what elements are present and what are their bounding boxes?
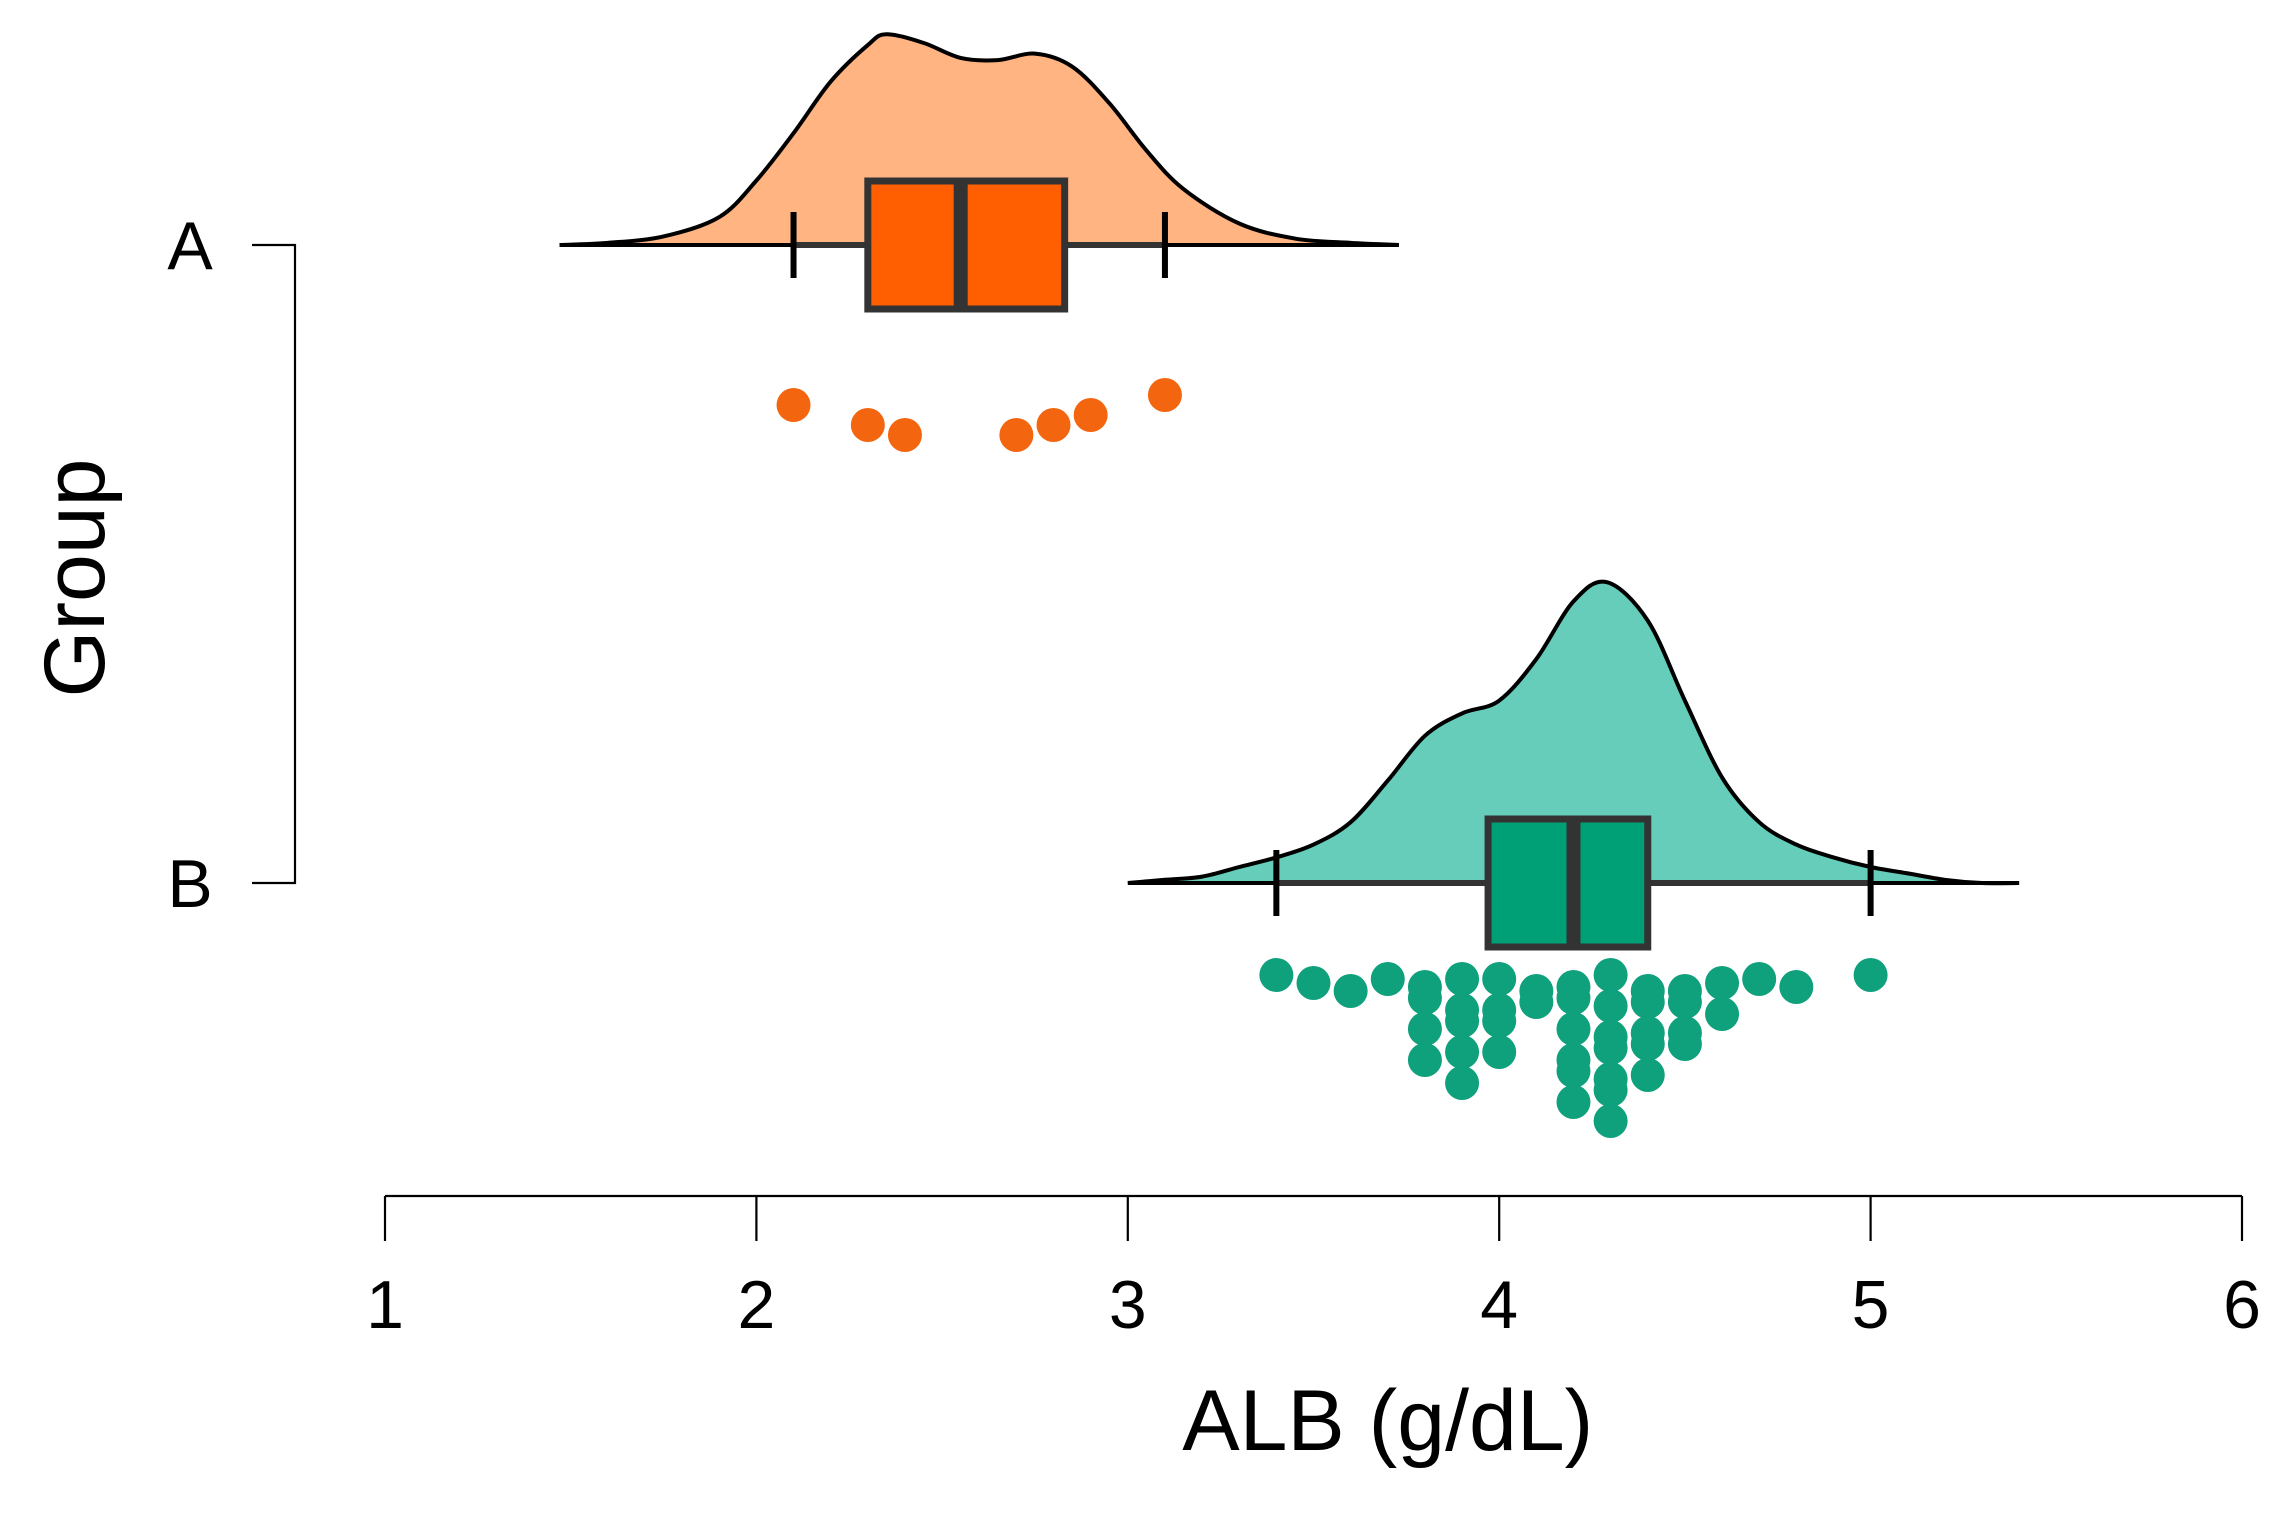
- data-point-B: [1445, 1066, 1480, 1100]
- boxplot-layer: [790, 177, 1874, 951]
- data-point-B: [1482, 1035, 1517, 1069]
- data-point-B: [1593, 1031, 1628, 1065]
- x-tick-label: 4: [1480, 1267, 1518, 1343]
- data-point-B: [1407, 1012, 1442, 1046]
- data-point-B: [1630, 1058, 1665, 1092]
- data-point-B: [1407, 981, 1442, 1015]
- data-point-B: [1445, 1004, 1480, 1038]
- data-point-A: [887, 418, 922, 452]
- y-category-label: A: [167, 208, 213, 284]
- data-point-B: [1630, 985, 1665, 1019]
- data-point-B: [1630, 1027, 1665, 1061]
- data-point-A: [776, 388, 811, 422]
- y-category-label: B: [167, 846, 212, 922]
- data-point-B: [1556, 1012, 1591, 1046]
- data-point-B: [1445, 1035, 1480, 1069]
- data-point-B: [1519, 985, 1554, 1019]
- data-point-A: [1073, 398, 1108, 432]
- data-point-B: [1705, 997, 1740, 1031]
- x-tick-label: 6: [2223, 1267, 2261, 1343]
- data-point-B: [1296, 966, 1331, 1000]
- data-point-B: [1445, 962, 1480, 996]
- x-axis: 1 2 3 4 5 6: [366, 1194, 2261, 1343]
- data-point-B: [1370, 962, 1405, 996]
- x-tick-label: 1: [366, 1267, 404, 1343]
- density-layer: [559, 32, 2020, 886]
- data-point-B: [1482, 1004, 1517, 1038]
- data-point-B: [1593, 958, 1628, 992]
- data-point-B: [1705, 966, 1740, 1000]
- data-point-B: [1853, 958, 1888, 992]
- data-point-B: [1593, 1104, 1628, 1138]
- data-point-B: [1259, 958, 1294, 992]
- density-cloud-A: [559, 32, 1400, 247]
- data-point-B: [1407, 1043, 1442, 1077]
- data-point-B: [1593, 989, 1628, 1023]
- x-tick-label: 2: [737, 1267, 775, 1343]
- y-axis-title: Group: [27, 458, 123, 697]
- data-point-B: [1556, 1085, 1591, 1119]
- x-tick-label: 3: [1109, 1267, 1147, 1343]
- x-tick-label: 5: [1852, 1267, 1890, 1343]
- data-point-A: [1147, 378, 1182, 412]
- data-point-B: [1482, 962, 1517, 996]
- y-axis: AB: [167, 208, 297, 922]
- data-point-B: [1667, 1027, 1702, 1061]
- data-point-B: [1556, 1054, 1591, 1088]
- data-point-A: [1036, 408, 1071, 442]
- data-point-A: [850, 408, 885, 442]
- data-point-B: [1779, 970, 1814, 1004]
- data-point-B: [1556, 981, 1591, 1015]
- y-axis-line: [252, 243, 297, 885]
- data-point-B: [1333, 974, 1368, 1008]
- data-point-A: [999, 418, 1034, 452]
- x-axis-title: ALB (g/dL): [1182, 1373, 1593, 1469]
- data-point-B: [1593, 1073, 1628, 1107]
- data-point-B: [1742, 962, 1777, 996]
- points-layer: [776, 378, 1888, 1138]
- data-point-B: [1667, 985, 1702, 1019]
